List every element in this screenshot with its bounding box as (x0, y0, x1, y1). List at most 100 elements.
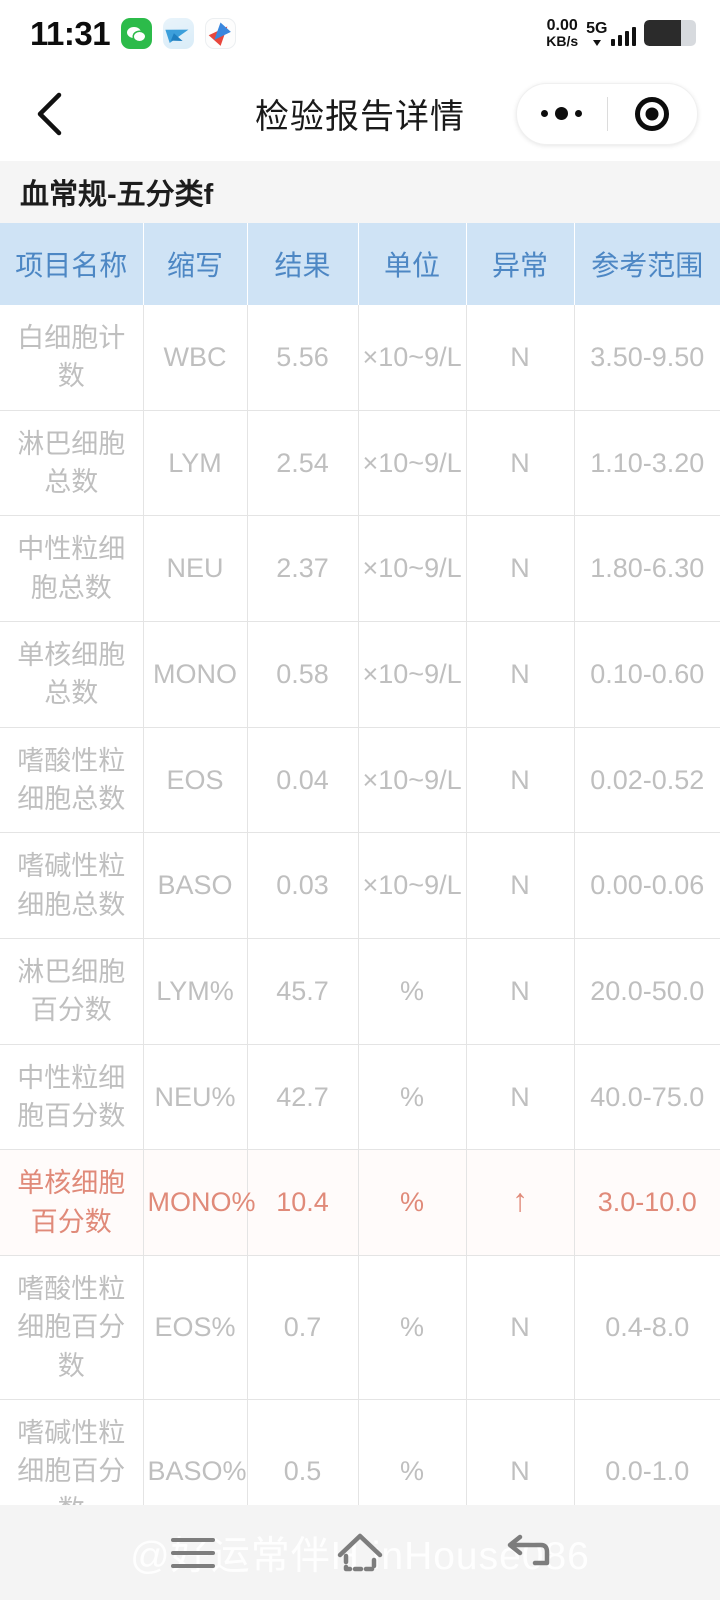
cell-unit: % (358, 1399, 467, 1505)
home-pentagon-icon[interactable] (329, 1522, 391, 1584)
cell-result: 0.04 (247, 727, 359, 834)
cell-unit: % (358, 1044, 467, 1151)
cell-result: 0.5 (247, 1399, 359, 1505)
wechat-icon (121, 17, 153, 49)
table-row[interactable]: 单核细胞总数 MONO 0.58 ×10~9/L N 0.10-0.60 (0, 621, 720, 728)
table-row[interactable]: 嗜碱性粒细胞总数 BASO 0.03 ×10~9/L N 0.00-0.06 (0, 832, 720, 939)
back-arrow-icon[interactable] (496, 1522, 558, 1584)
cell-result: 42.7 (247, 1044, 359, 1151)
table-row[interactable]: 嗜酸性粒细胞总数 EOS 0.04 ×10~9/L N 0.02-0.52 (0, 727, 720, 834)
cell-unit: ×10~9/L (358, 305, 467, 411)
cell-name: 淋巴细胞百分数 (0, 938, 144, 1045)
status-bar-left: 11:31 (30, 14, 237, 52)
column-header-ref: 参考范围 (574, 223, 720, 305)
cell-name: 淋巴细胞总数 (0, 410, 144, 517)
target-circle-icon[interactable] (608, 84, 698, 144)
cell-unit: % (358, 1255, 467, 1400)
table-scroll-viewport[interactable]: 项目名称 缩写 结果 单位 异常 参考范围 白细胞计数 WBC 5.56 ×10~9/… (0, 223, 720, 1505)
cell-name: 白细胞计数 (0, 305, 144, 411)
section-title: 血常规-五分类f (20, 179, 214, 211)
lab-results-table: 项目名称 缩写 结果 单位 异常 参考范围 白细胞计数 WBC 5.56 ×10~9/… (0, 223, 720, 1505)
cell-name: 中性粒细胞百分数 (0, 1044, 144, 1151)
status-clock: 11:31 (30, 14, 111, 52)
cell-result: 10.4 (247, 1149, 359, 1256)
cell-result: 0.7 (247, 1255, 359, 1400)
cell-name: 嗜碱性粒细胞总数 (0, 832, 144, 939)
cell-result: 45.7 (247, 938, 359, 1045)
safari-icon (205, 17, 237, 49)
cell-ref: 3.50-9.50 (574, 305, 720, 411)
cell-abbr: MONO (143, 621, 248, 728)
cell-name: 单核细胞百分数 (0, 1149, 144, 1256)
table-row[interactable]: 中性粒细胞总数 NEU 2.37 ×10~9/L N 1.80-6.30 (0, 515, 720, 622)
cell-unit: ×10~9/L (358, 727, 467, 834)
cell-unit: ×10~9/L (358, 832, 467, 939)
status-bar-right: 0.00 KB/s 5G (546, 18, 696, 48)
cell-flag: N (466, 621, 575, 728)
app-header: 检验报告详情 (0, 66, 720, 161)
cell-unit: % (358, 1149, 467, 1256)
signal-strength-bars (610, 24, 636, 46)
cell-flag: ↑ (466, 1149, 575, 1256)
table-row[interactable]: 淋巴细胞总数 LYM 2.54 ×10~9/L N 1.10-3.20 (0, 410, 720, 517)
cell-unit: ×10~9/L (358, 410, 467, 517)
cell-result: 2.54 (247, 410, 359, 517)
cell-flag: N (466, 1399, 575, 1505)
cell-flag: N (466, 305, 575, 411)
cell-flag: N (466, 410, 575, 517)
table-row[interactable]: 中性粒细胞百分数 NEU% 42.7% N 40.0-75.0 (0, 1044, 720, 1151)
table-row[interactable]: 淋巴细胞百分数 LYM% 45.7% N 20.0-50.0 (0, 938, 720, 1045)
more-dots-icon[interactable] (517, 84, 607, 144)
cell-ref: 0.4-8.0 (574, 1255, 720, 1400)
cell-abbr: NEU% (143, 1044, 248, 1151)
cell-name: 嗜碱性粒细胞百分数 (0, 1399, 144, 1505)
cell-abbr: NEU (143, 515, 248, 622)
cell-result: 0.03 (247, 832, 359, 939)
telegram-icon (163, 17, 195, 49)
table-header: 项目名称 缩写 结果 单位 异常 参考范围 (0, 223, 720, 305)
cell-result: 0.58 (247, 621, 359, 728)
download-arrow-icon (592, 39, 601, 46)
cell-abbr: LYM (143, 410, 248, 517)
network-speed-unit: KB/s (546, 33, 579, 49)
cell-unit: % (358, 938, 467, 1045)
column-header-name: 项目名称 (0, 223, 144, 305)
cell-ref: 20.0-50.0 (574, 938, 720, 1045)
cell-flag: N (466, 1044, 575, 1151)
arrow-up-icon: ↑ (512, 1182, 528, 1219)
table-row[interactable]: 嗜碱性粒细胞百分数BASO%0.5%N0.0-1.0 (0, 1399, 720, 1505)
back-chevron-icon[interactable] (22, 86, 78, 142)
table-row[interactable]: 嗜酸性粒细胞百分数 EOS% 0.7% N 0.4-8.0 (0, 1255, 720, 1400)
cell-abbr: BASO% (143, 1399, 248, 1505)
cell-name: 中性粒细胞总数 (0, 515, 144, 622)
cell-name: 嗜酸性粒细胞总数 (0, 727, 144, 834)
hamburger-recents-icon[interactable] (162, 1522, 224, 1584)
status-bar: 11:31 0.00 KB/s 5G (0, 0, 720, 66)
cell-flag: N (466, 832, 575, 939)
section-bar: 血常规-五分类f (0, 161, 720, 223)
network-speed: 0.00 KB/s (546, 18, 579, 49)
cell-name: 嗜酸性粒细胞百分数 (0, 1255, 144, 1400)
table-row[interactable]: 白细胞计数 WBC 5.56 ×10~9/L N 3.50-9.50 (0, 305, 720, 411)
cell-abbr: BASO (143, 832, 248, 939)
cell-name: 单核细胞总数 (0, 621, 144, 728)
miniprogram-capsule (516, 82, 698, 145)
cell-ref: 40.0-75.0 (574, 1044, 720, 1151)
cell-abbr: WBC (143, 305, 248, 411)
cell-ref: 0.10-0.60 (574, 621, 720, 728)
table-row[interactable]: 单核细胞百分数 MONO% 10.4% ↑ 3.0-10.0 (0, 1149, 720, 1256)
cell-result: 2.37 (247, 515, 359, 622)
table-header-row: 项目名称 缩写 结果 单位 异常 参考范围 (0, 223, 720, 305)
cell-ref: 3.0-10.0 (574, 1149, 720, 1256)
page-title: 检验报告详情 (255, 98, 465, 136)
network-generation-label: 5G (586, 19, 608, 37)
cell-ref: 0.0-1.0 (574, 1399, 720, 1505)
cell-abbr: EOS (143, 727, 248, 834)
system-navigation-bar: @好运常伴H inHouse086 (0, 1505, 720, 1600)
cell-abbr: MONO% (143, 1149, 256, 1256)
cell-ref: 1.80-6.30 (574, 515, 720, 622)
cell-flag: N (466, 515, 575, 622)
table-body: 白细胞计数 WBC 5.56 ×10~9/L N 3.50-9.50 淋巴细胞总数 LYM 2.… (0, 305, 720, 1505)
cell-ref: 0.00-0.06 (574, 832, 720, 939)
